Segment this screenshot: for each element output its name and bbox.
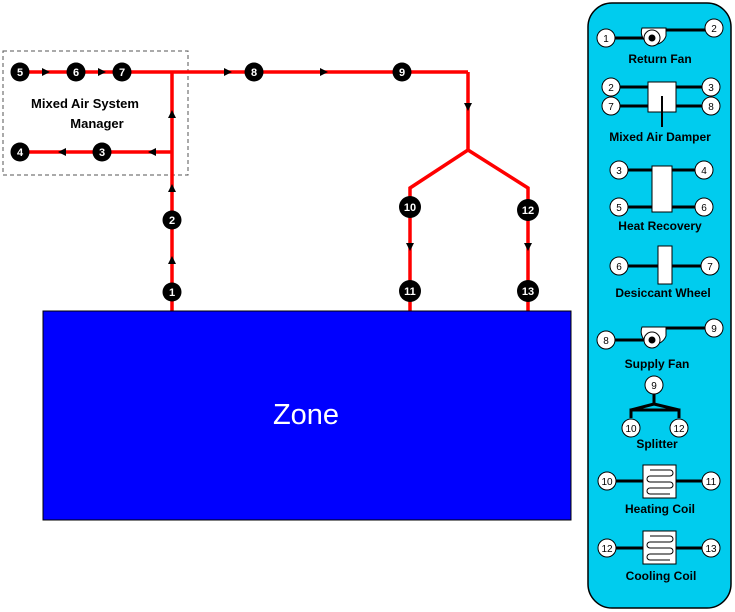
- node-3: 3: [92, 142, 112, 162]
- node-4: 4: [10, 142, 30, 162]
- svg-text:2: 2: [711, 24, 717, 35]
- svg-text:7: 7: [707, 262, 713, 273]
- duct-branch-cooling: [467, 148, 530, 312]
- svg-text:8: 8: [251, 67, 257, 79]
- fan-icon: [640, 27, 667, 47]
- manager-label-line1: Mixed Air System: [31, 96, 139, 111]
- node-5: 5: [10, 62, 30, 82]
- legend-heat-recovery-label: Heat Recovery: [618, 219, 702, 233]
- svg-text:3: 3: [708, 83, 714, 94]
- fan-icon: [640, 326, 667, 349]
- node-13: 13: [517, 280, 539, 302]
- svg-text:5: 5: [17, 67, 23, 79]
- flow-arrow: [464, 103, 472, 111]
- svg-text:7: 7: [119, 67, 125, 79]
- node-6: 6: [66, 62, 86, 82]
- duct-branch-heating: [408, 148, 469, 312]
- legend-supply-fan-label: Supply Fan: [625, 357, 690, 371]
- svg-text:11: 11: [706, 477, 717, 488]
- mixed-air-system-manager-box: [2, 50, 189, 176]
- node-7: 7: [112, 62, 132, 82]
- svg-text:12: 12: [522, 205, 534, 217]
- svg-text:3: 3: [99, 147, 105, 159]
- svg-text:9: 9: [711, 324, 717, 335]
- node-9: 9: [392, 62, 412, 82]
- svg-text:6: 6: [616, 262, 622, 273]
- cooling-coil-icon: [642, 530, 677, 565]
- heat-recovery-icon: [651, 165, 673, 213]
- node-8: 8: [244, 62, 264, 82]
- legend-panel: [587, 2, 732, 609]
- legend-return-fan: 1 2 Return Fan: [596, 18, 724, 66]
- flow-arrow: [148, 148, 156, 156]
- flow-arrow: [168, 256, 176, 264]
- svg-text:13: 13: [705, 544, 717, 555]
- svg-text:2: 2: [169, 215, 175, 227]
- legend-heat-recovery: 3 4 5 6 Heat Recovery: [609, 160, 714, 233]
- legend-splitter: 9 10 12 Splitter: [621, 375, 689, 451]
- svg-text:6: 6: [73, 67, 79, 79]
- svg-text:4: 4: [701, 166, 707, 177]
- zone-label: Zone: [273, 399, 339, 431]
- node-10: 10: [399, 196, 421, 218]
- svg-text:1: 1: [169, 287, 175, 299]
- legend-splitter-label: Splitter: [636, 437, 678, 451]
- node-11: 11: [399, 280, 421, 302]
- svg-text:13: 13: [522, 286, 534, 298]
- legend-return-fan-label: Return Fan: [628, 52, 691, 66]
- svg-text:9: 9: [651, 381, 657, 392]
- flow-arrow: [320, 68, 328, 76]
- flow-arrow: [406, 243, 414, 251]
- flow-arrow: [58, 148, 66, 156]
- legend-cooling-coil: 12 13 Cooling Coil: [597, 530, 721, 583]
- flow-arrow: [98, 68, 106, 76]
- legend-desiccant-wheel-label: Desiccant Wheel: [615, 286, 710, 300]
- svg-text:8: 8: [603, 336, 609, 347]
- legend-heating-coil-label: Heating Coil: [625, 502, 695, 516]
- flow-arrow: [168, 110, 176, 118]
- svg-text:10: 10: [404, 202, 416, 214]
- svg-text:2: 2: [608, 83, 614, 94]
- svg-text:3: 3: [616, 166, 622, 177]
- flow-arrows: [42, 68, 532, 264]
- flow-arrow: [168, 184, 176, 192]
- legend-supply-fan: 8 9 Supply Fan: [596, 318, 724, 371]
- legend-cooling-coil-label: Cooling Coil: [626, 569, 697, 583]
- svg-text:1: 1: [603, 34, 609, 45]
- diagram-nodes: 5 6 7 8 9 4 3 2 1 10 12 11 13: [10, 62, 539, 302]
- svg-text:12: 12: [601, 544, 613, 555]
- legend-heating-coil: 10 11 Heating Coil: [597, 464, 721, 516]
- zone-box: [42, 310, 572, 521]
- svg-text:7: 7: [608, 102, 614, 113]
- svg-text:11: 11: [404, 286, 416, 298]
- svg-text:8: 8: [708, 102, 714, 113]
- legend-mixed-air-damper-label: Mixed Air Damper: [609, 130, 711, 144]
- svg-text:5: 5: [616, 203, 622, 214]
- svg-text:9: 9: [399, 67, 405, 79]
- manager-label-line2: Manager: [70, 116, 123, 131]
- flow-arrow: [42, 68, 50, 76]
- legend-mixed-air-damper: 2 3 7 8 Mixed Air Damper: [601, 77, 721, 144]
- svg-text:12: 12: [673, 424, 685, 435]
- svg-text:10: 10: [625, 424, 637, 435]
- svg-text:6: 6: [701, 203, 707, 214]
- flow-arrow: [524, 243, 532, 251]
- node-1: 1: [162, 282, 182, 302]
- svg-text:4: 4: [17, 147, 24, 159]
- legend-desiccant-wheel: 6 7 Desiccant Wheel: [609, 245, 720, 300]
- node-2: 2: [162, 210, 182, 230]
- svg-text:10: 10: [601, 477, 613, 488]
- node-12: 12: [517, 199, 539, 221]
- flow-arrow: [224, 68, 232, 76]
- heating-coil-icon: [642, 464, 677, 499]
- desiccant-wheel-icon: [657, 245, 673, 285]
